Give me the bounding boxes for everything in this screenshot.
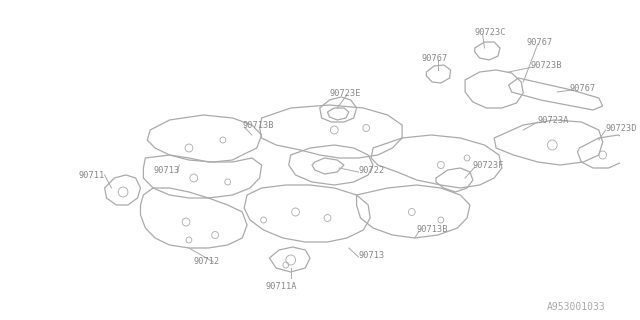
Text: A953001033: A953001033 [547, 302, 605, 312]
Text: 90723A: 90723A [538, 116, 569, 124]
Text: 90723E: 90723E [330, 89, 361, 98]
Text: 90767: 90767 [570, 84, 596, 92]
Text: 90723F: 90723F [473, 161, 504, 170]
Text: 90712: 90712 [194, 258, 220, 267]
Text: 90711A: 90711A [265, 282, 297, 291]
Text: 90767: 90767 [422, 53, 448, 62]
Text: 90723D: 90723D [605, 124, 637, 132]
Text: 90713B: 90713B [417, 226, 448, 235]
Text: 90713: 90713 [153, 165, 179, 174]
Text: 90711: 90711 [78, 171, 105, 180]
Text: 90713: 90713 [358, 251, 385, 260]
Text: 90723B: 90723B [531, 60, 563, 69]
Text: 90723C: 90723C [475, 28, 506, 36]
Text: 90767: 90767 [526, 37, 552, 46]
Text: 90713B: 90713B [242, 121, 274, 130]
Text: 90722: 90722 [358, 165, 385, 174]
